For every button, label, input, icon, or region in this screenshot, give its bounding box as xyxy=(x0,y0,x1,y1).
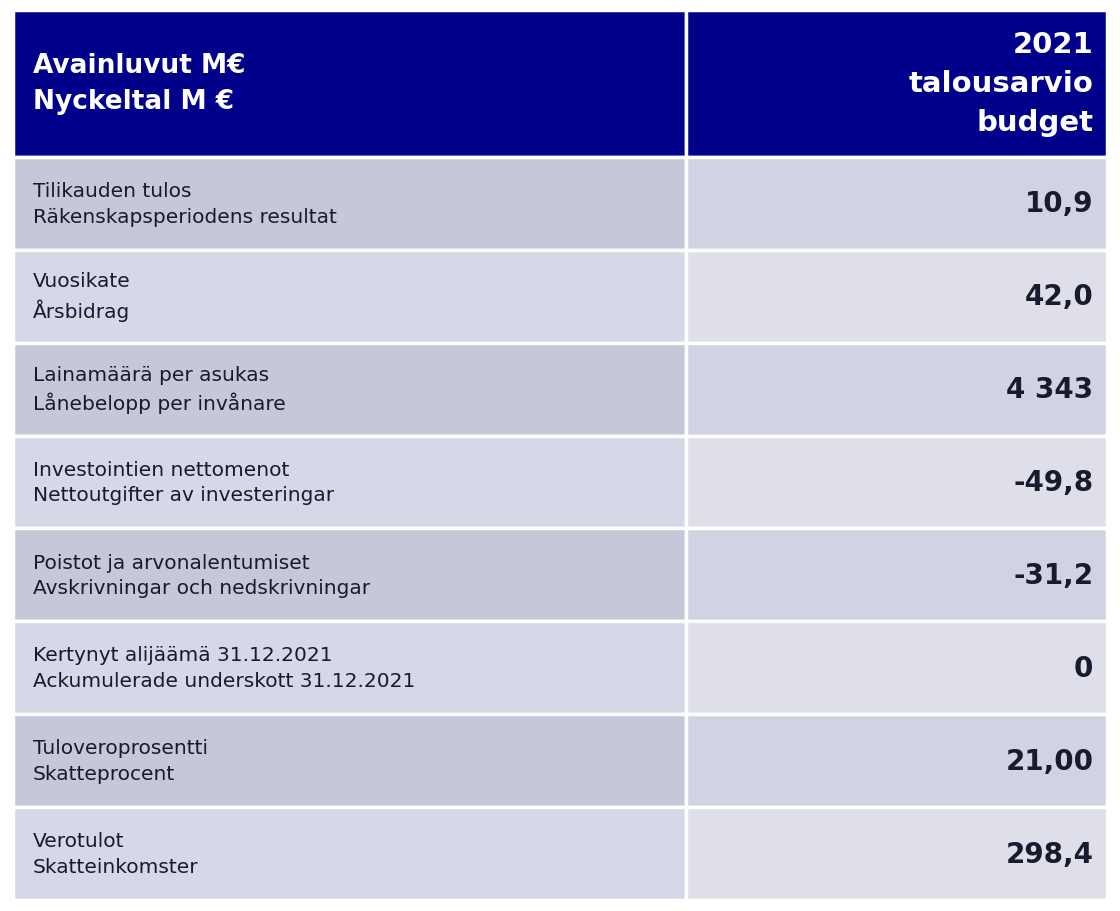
Bar xyxy=(13,436,685,529)
Text: Vuosikate
Årsbidrag: Vuosikate Årsbidrag xyxy=(34,272,131,322)
Text: 21,00: 21,00 xyxy=(1006,747,1093,775)
Text: Verotulot
Skatteinkomster: Verotulot Skatteinkomster xyxy=(34,832,198,876)
Bar xyxy=(685,436,1107,529)
Bar xyxy=(13,529,685,621)
Bar xyxy=(13,714,685,807)
Bar xyxy=(13,251,685,343)
Text: Poistot ja arvonalentumiset
Avskrivningar och nedskrivningar: Poistot ja arvonalentumiset Avskrivninga… xyxy=(34,553,371,598)
Text: -49,8: -49,8 xyxy=(1014,468,1093,496)
Bar xyxy=(685,714,1107,807)
Text: Avainluvut M€
Nyckeltal M €: Avainluvut M€ Nyckeltal M € xyxy=(34,54,245,116)
Bar xyxy=(685,807,1107,900)
Text: Tilikauden tulos
Räkenskapsperiodens resultat: Tilikauden tulos Räkenskapsperiodens res… xyxy=(34,181,337,227)
Bar xyxy=(685,621,1107,714)
Text: 4 343: 4 343 xyxy=(1006,375,1093,404)
Text: 2021
talousarvio
budget: 2021 talousarvio budget xyxy=(908,31,1093,138)
Bar xyxy=(13,807,685,900)
Bar xyxy=(685,529,1107,621)
Text: Investointien nettomenot
Nettoutgifter av investeringar: Investointien nettomenot Nettoutgifter a… xyxy=(34,460,334,505)
Bar xyxy=(13,11,685,158)
Bar xyxy=(13,621,685,714)
Text: Tuloveroprosentti
Skatteprocent: Tuloveroprosentti Skatteprocent xyxy=(34,739,208,783)
Bar xyxy=(13,158,685,251)
Text: Kertynyt alijäämä 31.12.2021
Ackumulerade underskott 31.12.2021: Kertynyt alijäämä 31.12.2021 Ackumulerad… xyxy=(34,646,416,691)
Bar xyxy=(685,343,1107,436)
Text: -31,2: -31,2 xyxy=(1014,561,1093,589)
Text: 10,9: 10,9 xyxy=(1025,190,1093,218)
Text: Lainamäärä per asukas
Lånebelopp per invånare: Lainamäärä per asukas Lånebelopp per inv… xyxy=(34,365,286,414)
Bar xyxy=(685,251,1107,343)
Text: 0: 0 xyxy=(1074,654,1093,682)
Text: 42,0: 42,0 xyxy=(1025,282,1093,311)
Bar xyxy=(685,158,1107,251)
Bar xyxy=(685,11,1107,158)
Bar xyxy=(13,343,685,436)
Text: 298,4: 298,4 xyxy=(1006,840,1093,867)
